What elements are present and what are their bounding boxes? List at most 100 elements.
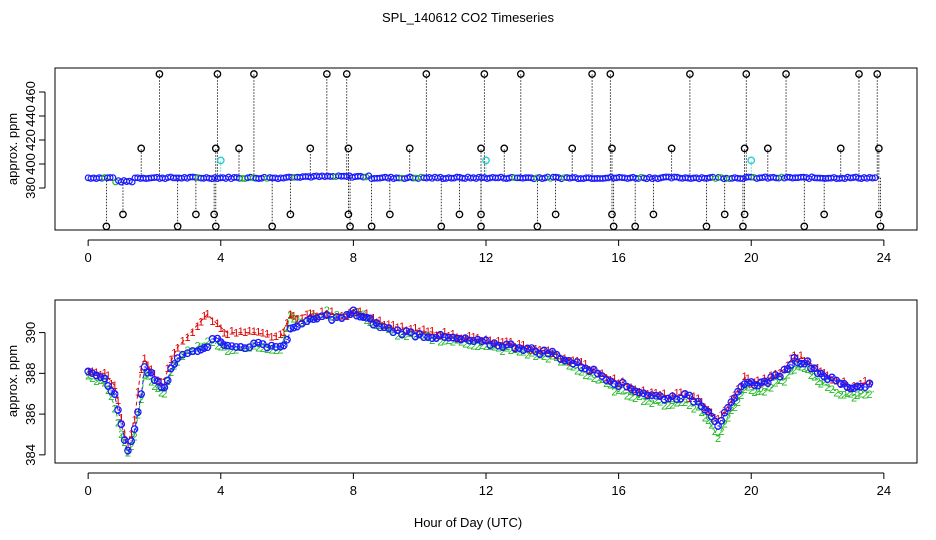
series-marker-3: 3 <box>533 346 539 358</box>
outlier-point <box>346 222 354 231</box>
series-point-3 <box>515 344 523 352</box>
series-point-3 <box>544 349 552 358</box>
series-marker-1: 1 <box>329 306 335 318</box>
series-point-3 <box>660 395 669 404</box>
series-marker-1: 1 <box>395 322 401 334</box>
series-marker-2: 2 <box>533 351 539 363</box>
series-marker-1: 1 <box>141 353 147 365</box>
x-tick-label: 8 <box>350 250 357 265</box>
series-marker-2: 2 <box>745 381 751 393</box>
series-marker-3: 3 <box>105 381 111 393</box>
series-marker-1: 1 <box>221 327 227 339</box>
series-marker-2: 2 <box>168 367 174 379</box>
outlier-point <box>192 210 200 219</box>
series-point-3 <box>349 306 358 315</box>
series-marker-2: 2 <box>291 314 297 326</box>
series-marker-2: 2 <box>520 347 526 359</box>
series-marker-3: 3 <box>712 416 718 428</box>
series-point-3 <box>623 382 631 391</box>
series-point-3 <box>203 343 212 351</box>
series-point-3 <box>465 336 474 345</box>
series-marker-3: 3 <box>578 362 584 374</box>
series-point-3 <box>494 341 503 350</box>
series-marker-1: 1 <box>161 376 167 388</box>
series-point-3 <box>449 333 457 342</box>
cyan-point <box>747 156 756 165</box>
series-marker-1: 1 <box>722 405 728 417</box>
series-marker-2: 2 <box>854 390 860 402</box>
series-marker-3: 3 <box>616 381 622 393</box>
series-point-3 <box>117 420 126 429</box>
series-marker-2: 2 <box>607 379 613 391</box>
series-marker-2: 2 <box>98 375 104 387</box>
bottom-ylabel: approx. ppm <box>5 345 20 417</box>
series-marker-3: 3 <box>611 379 617 391</box>
series-marker-3: 3 <box>725 403 731 415</box>
series-marker-3: 3 <box>161 382 167 394</box>
series-marker-3: 3 <box>653 391 659 403</box>
series-marker-2: 2 <box>339 312 345 324</box>
top-axes: 0 4 8 12 16 20 24 380 400 420 440 460 <box>23 81 891 265</box>
series-point-3 <box>740 380 749 388</box>
series-marker-1: 1 <box>691 391 697 403</box>
series-point-3 <box>676 394 685 403</box>
series-marker-3: 3 <box>851 383 857 395</box>
series-marker-2: 2 <box>483 341 489 353</box>
series-marker-3: 3 <box>395 325 401 337</box>
series-marker-3: 3 <box>437 330 443 342</box>
series-marker-3: 3 <box>788 360 794 372</box>
series-marker-3: 3 <box>504 339 510 351</box>
series-marker-1: 1 <box>367 314 373 326</box>
series-point-3 <box>428 334 436 342</box>
series-marker-3: 3 <box>661 394 667 406</box>
series-marker-2: 2 <box>260 343 266 355</box>
x-tick-label: 20 <box>744 483 758 498</box>
series-marker-1: 1 <box>85 366 91 378</box>
series-marker-3: 3 <box>180 350 186 362</box>
series-marker-3: 3 <box>715 421 721 433</box>
series-marker-1: 1 <box>229 326 235 338</box>
series-point-3 <box>389 328 397 337</box>
series-marker-2: 2 <box>732 402 738 414</box>
series-marker-2: 2 <box>591 373 597 385</box>
series-marker-1: 1 <box>314 311 320 323</box>
series-marker-3: 3 <box>705 407 711 419</box>
series-marker-2: 2 <box>669 399 675 411</box>
series-marker-2: 2 <box>185 345 191 357</box>
series-marker-2: 2 <box>508 345 514 357</box>
cyan-point <box>482 156 490 165</box>
series-marker-1: 1 <box>281 327 287 339</box>
series-marker-3: 3 <box>390 327 396 339</box>
series-point-3 <box>163 376 172 385</box>
series-marker-3: 3 <box>587 366 593 378</box>
series-marker-1: 1 <box>616 378 622 390</box>
series-marker-1: 1 <box>458 333 464 345</box>
series-point-3 <box>283 335 291 344</box>
series-point-3 <box>846 384 855 393</box>
series-marker-1: 1 <box>209 316 215 328</box>
series-marker-2: 2 <box>408 328 414 340</box>
series-point-3 <box>552 350 561 359</box>
baseline-point <box>871 174 879 182</box>
series-point-3 <box>208 335 217 343</box>
series-marker-2: 2 <box>640 396 646 408</box>
series-point-3 <box>486 341 494 349</box>
y-tick-label: 384 <box>23 444 38 466</box>
series-marker-1: 1 <box>545 345 551 357</box>
outlier-point <box>422 70 431 78</box>
series-marker-1: 1 <box>524 343 530 355</box>
series-marker-1: 1 <box>299 313 305 325</box>
series-marker-1: 1 <box>238 326 244 338</box>
series-marker-1: 1 <box>636 387 642 399</box>
series-marker-1: 1 <box>620 376 626 388</box>
series-marker-3: 3 <box>141 362 147 374</box>
series-marker-3: 3 <box>574 357 580 369</box>
series-marker-2: 2 <box>450 337 456 349</box>
series-marker-3: 3 <box>399 329 405 341</box>
series-marker-2: 2 <box>587 370 593 382</box>
series-marker-2: 2 <box>165 376 171 388</box>
series-marker-3: 3 <box>128 436 134 448</box>
series-marker-3: 3 <box>691 397 697 409</box>
series-marker-1: 1 <box>255 326 261 338</box>
